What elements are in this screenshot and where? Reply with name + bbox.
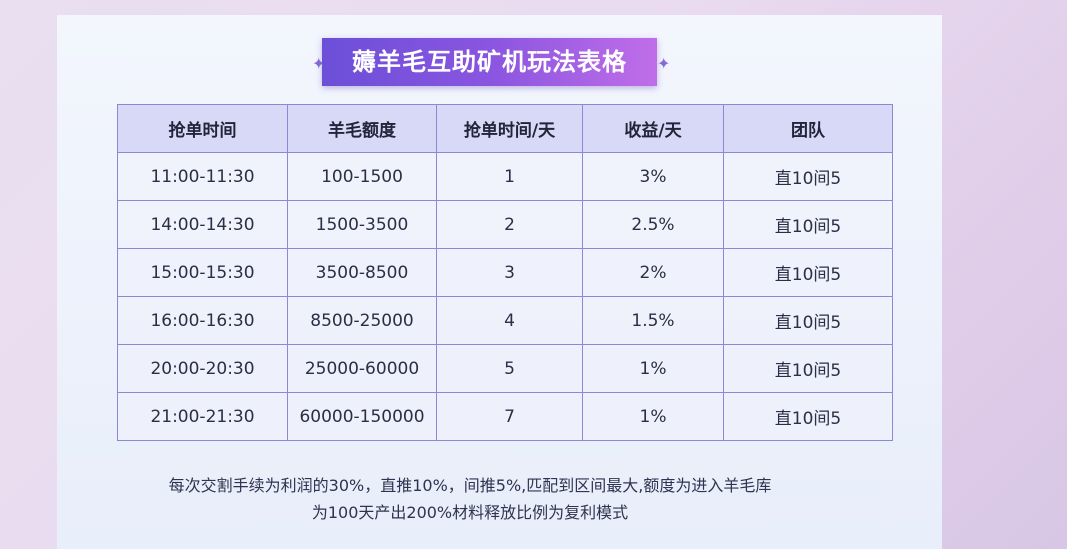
table-cell: 直10间5 — [723, 248, 893, 297]
table-cell: 直10间5 — [723, 392, 893, 441]
note-line: 每次交割手续为利润的30%，直推10%，间推5%,匹配到区间最大,额度为进入羊毛… — [168, 476, 772, 495]
table: 抢单时间 羊毛额度 抢单时间/天 收益/天 团队 11:00-11:30 100-1500 1… — [117, 104, 893, 441]
table-row: 15:00-15:30 3500-8500 3 2% 直10间5 — [117, 248, 893, 297]
table-row: 16:00-16:30 8500-25000 4 1.5% 直10间5 — [117, 296, 893, 345]
table-cell: 8500-25000 — [287, 296, 437, 345]
table-cell: 1% — [582, 344, 724, 393]
table-cell: 2.5% — [582, 200, 724, 249]
title-banner: 薅羊毛互助矿机玩法表格 — [322, 38, 657, 86]
table-cell: 直10间5 — [723, 200, 893, 249]
table-cell: 15:00-15:30 — [117, 248, 288, 297]
table-cell: 25000-60000 — [287, 344, 437, 393]
table-cell: 21:00-21:30 — [117, 392, 288, 441]
table-cell: 1500-3500 — [287, 200, 437, 249]
table-cell: 7 — [436, 392, 583, 441]
table-cell: 3500-8500 — [287, 248, 437, 297]
table-row: 20:00-20:30 25000-60000 5 1% 直10间5 — [117, 344, 893, 393]
table-cell: 3% — [582, 152, 724, 201]
table-row: 11:00-11:30 100-1500 1 3% 直10间5 — [117, 152, 893, 201]
table-cell: 60000-150000 — [287, 392, 437, 441]
header-cell: 收益/天 — [582, 104, 724, 153]
header-cell: 抢单时间/天 — [436, 104, 583, 153]
header-cell: 抢单时间 — [117, 104, 288, 153]
table-cell: 3 — [436, 248, 583, 297]
table-cell: 5 — [436, 344, 583, 393]
table-cell: 100-1500 — [287, 152, 437, 201]
table-row: 14:00-14:30 1500-3500 2 2.5% 直10间5 — [117, 200, 893, 249]
table-cell: 16:00-16:30 — [117, 296, 288, 345]
note-line: 为100天产出200%材料释放比例为复利模式 — [311, 503, 629, 522]
table-cell: 2 — [436, 200, 583, 249]
table-row: 抢单时间 羊毛额度 抢单时间/天 收益/天 团队 — [117, 104, 893, 153]
table-cell: 1.5% — [582, 296, 724, 345]
sparkle: ✦ — [657, 54, 671, 73]
table-cell: 1 — [436, 152, 583, 201]
table-cell: 20:00-20:30 — [117, 344, 288, 393]
title: 薅羊毛互助矿机玩法表格 — [352, 47, 627, 76]
table-row: 21:00-21:30 60000-150000 7 1% 直10间5 — [117, 392, 893, 441]
header-cell: 团队 — [723, 104, 893, 153]
table-cell: 14:00-14:30 — [117, 200, 288, 249]
table-cell: 2% — [582, 248, 724, 297]
table-cell: 4 — [436, 296, 583, 345]
table-cell: 直10间5 — [723, 296, 893, 345]
table-cell: 直10间5 — [723, 152, 893, 201]
header-cell: 羊毛额度 — [287, 104, 437, 153]
table-cell: 直10间5 — [723, 344, 893, 393]
table-cell: 1% — [582, 392, 724, 441]
table-cell: 11:00-11:30 — [117, 152, 288, 201]
